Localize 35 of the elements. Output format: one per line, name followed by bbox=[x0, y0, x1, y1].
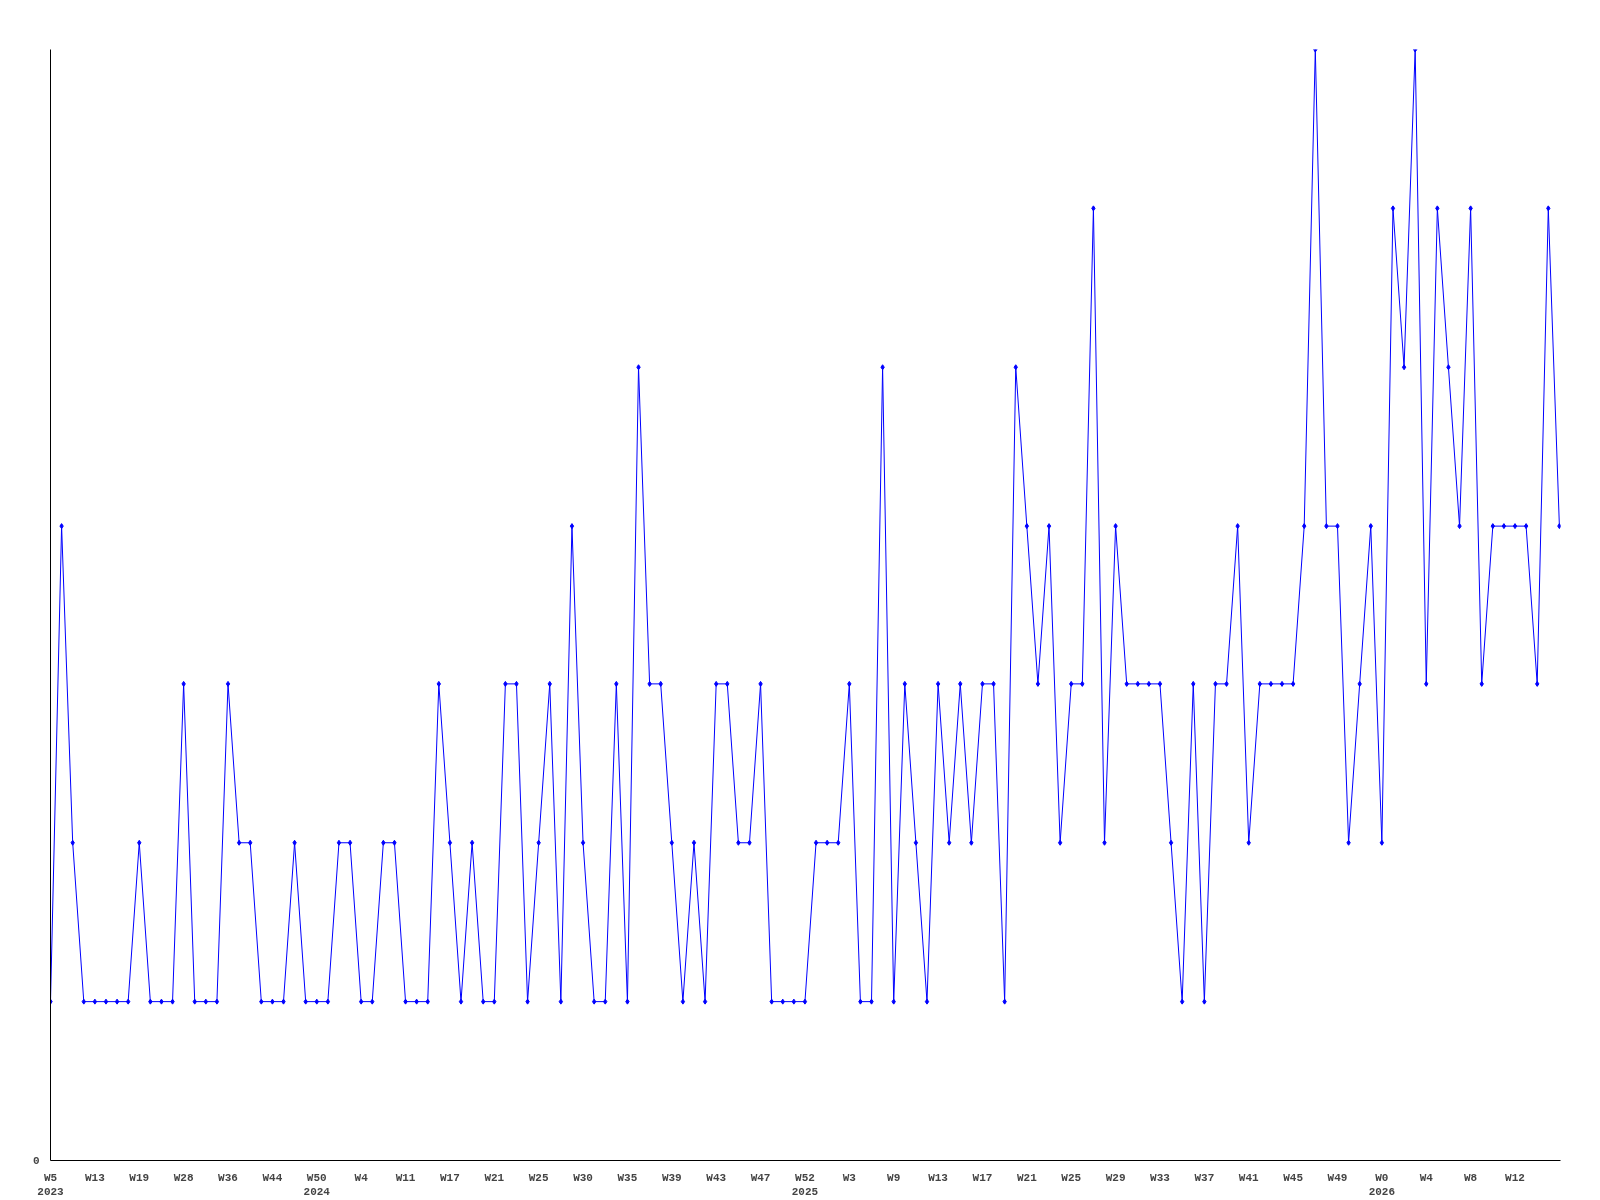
x-tick-label: W50 2024 bbox=[303, 1171, 331, 1198]
x-tick-label: W37 bbox=[1194, 1171, 1215, 1184]
x-tick-label: W45 bbox=[1283, 1171, 1304, 1184]
x-tick-label: W33 bbox=[1150, 1171, 1171, 1184]
x-tick-label: W12 bbox=[1505, 1171, 1525, 1184]
x-tick-label: W43 bbox=[706, 1171, 727, 1184]
x-tick-label: W17 bbox=[440, 1171, 460, 1184]
x-tick-label: W44 bbox=[262, 1171, 283, 1184]
x-tick-label: W19 bbox=[129, 1171, 150, 1184]
x-tick-label: W52 2025 bbox=[791, 1171, 819, 1198]
x-tick-label: W13 bbox=[84, 1171, 106, 1184]
x-tick-label: W3 bbox=[842, 1171, 857, 1184]
x-tick-label: W8 bbox=[1464, 1171, 1478, 1184]
x-tick-label: W35 bbox=[617, 1171, 638, 1184]
x-tick-label: W39 bbox=[661, 1171, 682, 1184]
x-tick-label: W29 bbox=[1105, 1171, 1126, 1184]
x-tick-label: W9 bbox=[887, 1171, 901, 1184]
x-tick-label: W36 bbox=[218, 1171, 238, 1184]
x-tick-label: W30 bbox=[573, 1171, 593, 1184]
x-tick-label: W5 2023 bbox=[37, 1171, 65, 1198]
x-tick-label: W17 bbox=[972, 1171, 993, 1184]
x-tick-label: W25 bbox=[528, 1171, 549, 1184]
x-tick-label: W49 bbox=[1327, 1171, 1348, 1184]
x-tick-label: W11 bbox=[395, 1171, 416, 1184]
text: 0 bbox=[32, 1155, 40, 1167]
x-tick-label: W41 bbox=[1238, 1171, 1260, 1184]
x-tick-label: W28 bbox=[173, 1171, 194, 1184]
x-tick-label: W21 bbox=[1016, 1171, 1038, 1184]
x-tick-label: W21 bbox=[484, 1171, 505, 1184]
x-tick-label: W4 bbox=[354, 1171, 369, 1184]
x-tick-label: W47 bbox=[750, 1171, 771, 1184]
x-tick-label: W0 2026 bbox=[1368, 1171, 1396, 1198]
x-tick-label: W4 bbox=[1419, 1171, 1434, 1184]
x-tick-label: W13 bbox=[928, 1171, 949, 1184]
x-tick-label: W25 bbox=[1061, 1171, 1082, 1184]
